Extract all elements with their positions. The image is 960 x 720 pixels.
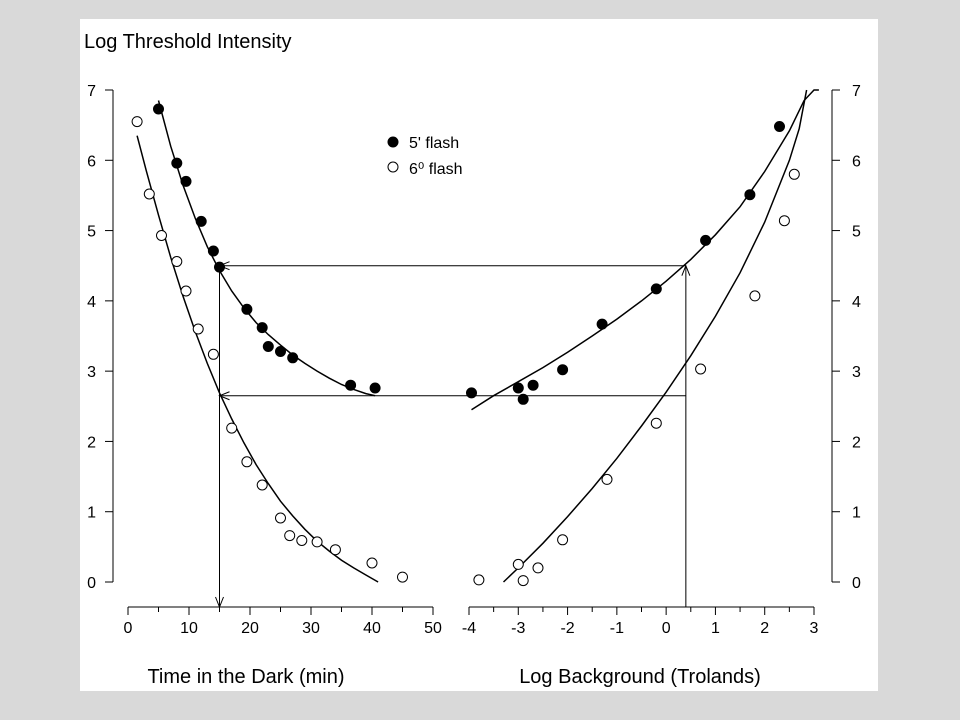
data-point-5min-flash (256, 322, 268, 334)
x-tick-label: 20 (241, 620, 259, 637)
data-point-6deg-flash (329, 544, 341, 556)
data-point-5min-flash (774, 121, 785, 132)
data-point-5min-flash (345, 379, 357, 391)
data-point-6deg-flash (532, 562, 544, 574)
slide: Log Threshold Intensity 5' flash 6⁰ flas… (80, 19, 878, 691)
data-point-5min-flash (287, 352, 299, 364)
y-tick-label: 5 (852, 224, 861, 241)
x-tick-label: -3 (511, 620, 525, 637)
data-point-6deg-flash (256, 479, 268, 491)
x-axis-title-left: Time in the Dark (min) (147, 666, 344, 688)
y-tick-label: 1 (852, 505, 861, 522)
data-point-6deg-flash (517, 575, 529, 587)
data-point-6deg-flash (143, 188, 155, 200)
data-point-5min-flash (650, 283, 662, 295)
fit-curve-5min-panel-0 (157, 100, 376, 397)
data-point-6deg-flash (512, 558, 524, 570)
data-point-5min-flash (700, 234, 712, 246)
data-point-5min-flash (369, 382, 381, 394)
data-point-6deg-flash (131, 116, 143, 128)
data-point-5min-flash (744, 189, 756, 201)
fit-curve-6deg-panel-0 (136, 135, 379, 583)
data-point-6deg-flash (171, 256, 183, 267)
data-point-5min-flash (275, 346, 286, 357)
x-tick-label: 2 (760, 620, 769, 637)
data-point-6deg-flash (156, 230, 167, 241)
legend-label-6deg-flash: 6⁰ flash (409, 161, 463, 178)
x-tick-label: -2 (560, 620, 574, 637)
data-point-6deg-flash (284, 530, 296, 542)
y-tick-label: 0 (87, 575, 96, 592)
data-point-6deg-flash (296, 535, 308, 546)
plot-layer: 0 1 2 3 4 5 6 7 0 1 2 3 4 5 6 7 0 10 20 30 40 50 -4 -3 -2 -1 0 1 2 3 (87, 83, 861, 637)
data-point-6deg-flash (650, 417, 662, 429)
legend-label-5min-flash: 5' flash (409, 135, 459, 152)
fit-curve-6deg-panel-1 (502, 89, 808, 583)
y-tick-label: 4 (852, 294, 861, 311)
legend: 5' flash 6⁰ flash (387, 135, 463, 178)
legend-marker-filled (387, 136, 399, 148)
data-point-6deg-flash (275, 512, 286, 524)
data-point-6deg-flash (749, 290, 761, 302)
data-point-6deg-flash (226, 422, 238, 434)
data-point-5min-flash (527, 379, 539, 391)
data-point-6deg-flash (241, 456, 253, 468)
data-point-5min-flash (557, 364, 569, 376)
data-point-5min-flash (596, 318, 608, 330)
data-point-6deg-flash (311, 536, 323, 548)
x-tick-label: 50 (424, 620, 442, 637)
y-tick-label: 7 (87, 83, 96, 100)
data-point-5min-flash (171, 157, 183, 169)
data-point-6deg-flash (788, 168, 800, 180)
data-point-5min-flash (262, 341, 274, 352)
data-point-6deg-flash (601, 473, 613, 485)
data-point-5min-flash (466, 387, 477, 399)
data-point-6deg-flash (366, 557, 378, 569)
x-axis-title-right: Log Background (Trolands) (519, 666, 761, 688)
y-tick-label: 0 (852, 575, 861, 592)
data-point-6deg-flash (397, 571, 408, 583)
chart-title: Log Threshold Intensity (84, 31, 292, 53)
data-point-5min-flash (207, 245, 219, 257)
x-tick-label: 40 (363, 620, 381, 637)
x-tick-label: -4 (462, 620, 476, 637)
x-tick-label: 3 (810, 620, 819, 637)
data-point-6deg-flash (695, 363, 707, 375)
y-tick-label: 7 (852, 83, 861, 100)
y-tick-label: 4 (87, 294, 96, 311)
y-tick-label: 2 (852, 434, 861, 451)
data-point-5min-flash (153, 103, 164, 115)
y-tick-label: 6 (87, 153, 96, 170)
data-point-6deg-flash (557, 534, 569, 546)
data-point-6deg-flash (192, 323, 204, 335)
data-point-5min-flash (517, 393, 529, 405)
fit-curve-5min-panel-1 (471, 89, 819, 411)
y-tick-label: 3 (87, 364, 96, 381)
data-point-5min-flash (512, 382, 524, 394)
x-tick-label: 0 (124, 620, 133, 637)
data-point-6deg-flash (180, 285, 192, 297)
x-tick-label: 10 (180, 620, 198, 637)
x-tick-label: 30 (302, 620, 320, 637)
y-tick-label: 1 (87, 505, 96, 522)
y-tick-label: 5 (87, 224, 96, 241)
x-tick-label: 0 (662, 620, 671, 637)
data-point-5min-flash (241, 303, 253, 315)
data-point-6deg-flash (778, 215, 790, 227)
x-tick-label: -1 (610, 620, 624, 637)
dark-adaptation-chart: Log Threshold Intensity 5' flash 6⁰ flas… (84, 31, 861, 688)
arrow-head (215, 596, 224, 609)
data-point-5min-flash (180, 175, 192, 187)
y-tick-label: 6 (852, 153, 861, 170)
data-point-6deg-flash (207, 348, 219, 360)
y-tick-label: 3 (852, 364, 861, 381)
data-point-6deg-flash (473, 574, 485, 586)
legend-marker-open (387, 161, 399, 173)
data-point-5min-flash (195, 215, 207, 227)
y-tick-label: 2 (87, 434, 96, 451)
x-tick-label: 1 (711, 620, 720, 637)
data-point-5min-flash (214, 261, 225, 273)
